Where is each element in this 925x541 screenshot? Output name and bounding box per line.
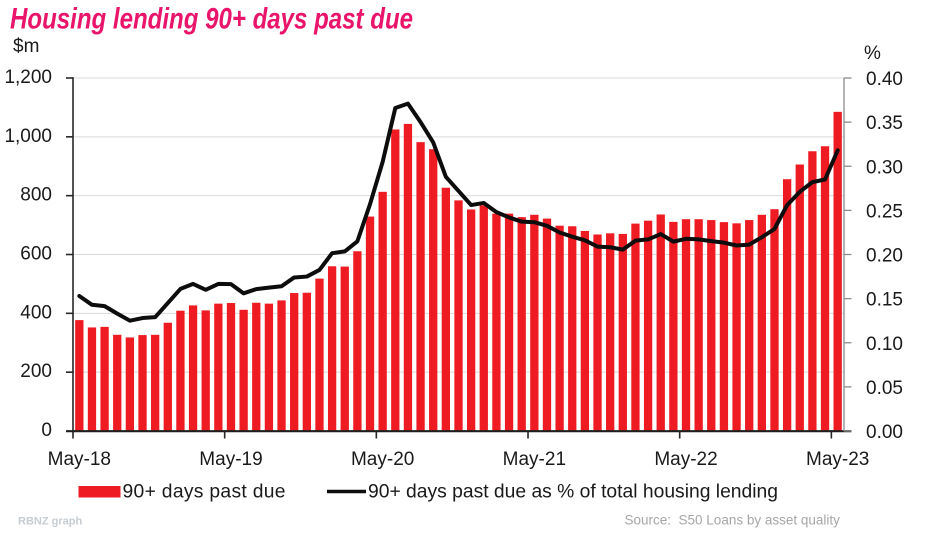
svg-text:RBNZ graph: RBNZ graph xyxy=(18,516,82,528)
svg-text:0.00: 0.00 xyxy=(866,422,903,443)
svg-text:0.10: 0.10 xyxy=(866,334,903,355)
svg-text:200: 200 xyxy=(20,361,52,382)
svg-text:Source: S50 Loans by asset qu: Source: S50 Loans by asset quality xyxy=(625,513,841,528)
svg-text:90+ days past due as % of tota: 90+ days past due as % of total housing … xyxy=(368,482,778,503)
svg-text:0.40: 0.40 xyxy=(866,69,903,90)
svg-text:0.25: 0.25 xyxy=(866,201,903,222)
svg-text:0.15: 0.15 xyxy=(866,290,903,311)
svg-text:May-19: May-19 xyxy=(199,449,262,470)
svg-text:%: % xyxy=(864,43,881,64)
svg-text:May-20: May-20 xyxy=(351,449,414,470)
svg-text:0.20: 0.20 xyxy=(866,246,903,267)
svg-text:400: 400 xyxy=(20,302,52,323)
svg-text:90+ days past due: 90+ days past due xyxy=(123,482,286,503)
svg-text:May-21: May-21 xyxy=(503,449,566,470)
svg-text:May-18: May-18 xyxy=(48,449,111,470)
svg-text:0: 0 xyxy=(41,420,52,441)
svg-text:1,200: 1,200 xyxy=(4,67,52,88)
svg-text:Housing lending 90+ days past: Housing lending 90+ days past due xyxy=(10,1,413,35)
svg-text:800: 800 xyxy=(20,185,52,206)
svg-text:May-23: May-23 xyxy=(806,449,869,470)
svg-text:May-22: May-22 xyxy=(654,449,717,470)
svg-text:0.35: 0.35 xyxy=(866,113,903,134)
svg-text:600: 600 xyxy=(20,244,52,265)
svg-text:$m: $m xyxy=(13,36,39,57)
svg-text:1,000: 1,000 xyxy=(4,126,52,147)
svg-text:0.05: 0.05 xyxy=(866,378,903,399)
svg-text:0.30: 0.30 xyxy=(866,157,903,178)
